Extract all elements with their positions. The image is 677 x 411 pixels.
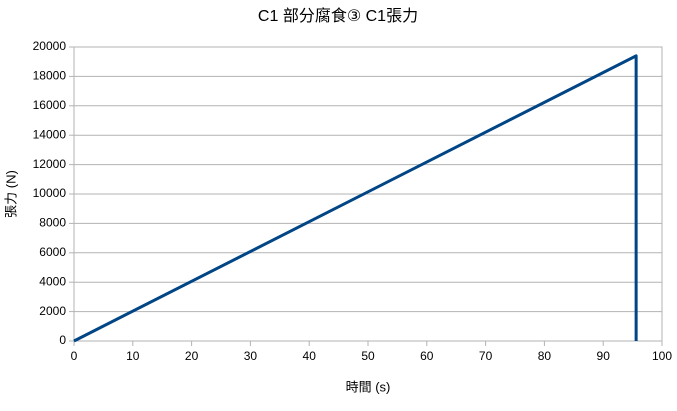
y-axis-title: 張力 (N) [3, 170, 18, 218]
y-tick-label: 0 [59, 333, 66, 347]
x-tick-label: 100 [652, 349, 672, 363]
y-tick-label: 20000 [33, 39, 67, 53]
y-tick-label: 8000 [39, 216, 66, 230]
x-tick-label: 0 [71, 349, 78, 363]
x-tick-label: 80 [538, 349, 552, 363]
x-tick-label: 90 [597, 349, 611, 363]
x-tick-label: 60 [420, 349, 434, 363]
y-tick-label: 10000 [33, 186, 67, 200]
y-tick-label: 12000 [33, 157, 67, 171]
y-tick-label: 4000 [39, 274, 66, 288]
x-tick-label: 40 [303, 349, 317, 363]
x-tick-label: 50 [361, 349, 375, 363]
y-tick-label: 14000 [33, 127, 67, 141]
y-tick-label: 6000 [39, 245, 66, 259]
x-tick-label: 20 [185, 349, 199, 363]
data-line [73, 54, 638, 343]
y-tick-label: 18000 [33, 69, 67, 83]
chart-title: C1 部分腐食③ C1張力 [258, 7, 418, 25]
y-tick-label: 2000 [39, 304, 66, 318]
x-tick-label: 70 [479, 349, 493, 363]
x-tick-label: 10 [126, 349, 140, 363]
x-tick-label: 30 [244, 349, 258, 363]
x-axis-title: 時間 (s) [346, 379, 391, 394]
y-tick-label: 16000 [33, 98, 67, 112]
plot-frame [73, 46, 663, 342]
